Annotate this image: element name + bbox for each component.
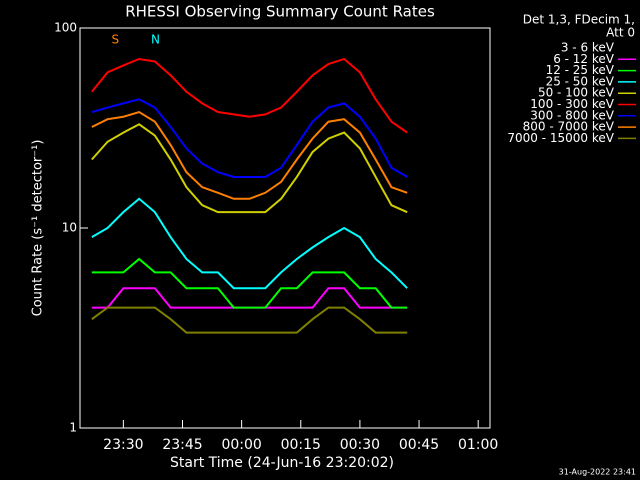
x-tick-label: 00:30 [340,437,380,453]
series-line [91,257,408,309]
series-line [91,57,408,134]
legend-label: 3 - 6 keV [561,41,615,55]
legend-label: 50 - 100 keV [538,86,615,100]
y-tick-label: 1 [69,421,77,435]
legend-label: 7000 - 15000 keV [507,131,614,145]
x-tick-label: 23:45 [162,437,202,453]
x-tick-label: 23:30 [103,437,143,453]
legend-label: 12 - 25 keV [546,63,615,77]
series-line [91,123,408,214]
legend-label: 25 - 50 keV [546,74,615,88]
legend-header: Det 1,3, FDecim 1, [523,13,635,27]
chart-title: RHESSI Observing Summary Count Rates [125,3,435,21]
x-tick-label: 00:15 [281,437,321,453]
x-tick-label: 00:00 [221,437,261,453]
y-tick-label: 10 [62,221,77,235]
annotation: S [112,33,120,47]
x-axis-label: Start Time (24-Jun-16 23:20:02) [170,455,394,471]
plot-frame [79,27,491,429]
series-line [91,197,408,290]
legend-header: Att 0 [606,26,635,40]
footer-date: 31-Aug-2022 23:41 [559,468,636,477]
series-line [91,110,408,200]
series-line [91,306,408,334]
x-tick-label: 01:00 [458,437,498,453]
y-tick-label: 100 [54,21,77,35]
annotation: N [151,33,160,47]
x-tick-label: 00:45 [399,437,439,453]
y-axis-label: Count Rate (s⁻¹ detector⁻¹) [31,140,46,317]
legend-label: 300 - 800 keV [530,108,614,122]
series-line [91,287,408,309]
series-line [91,98,408,178]
legend-label: 800 - 7000 keV [523,120,615,134]
legend-label: 6 - 12 keV [553,52,615,66]
legend-label: 100 - 300 keV [530,97,614,111]
